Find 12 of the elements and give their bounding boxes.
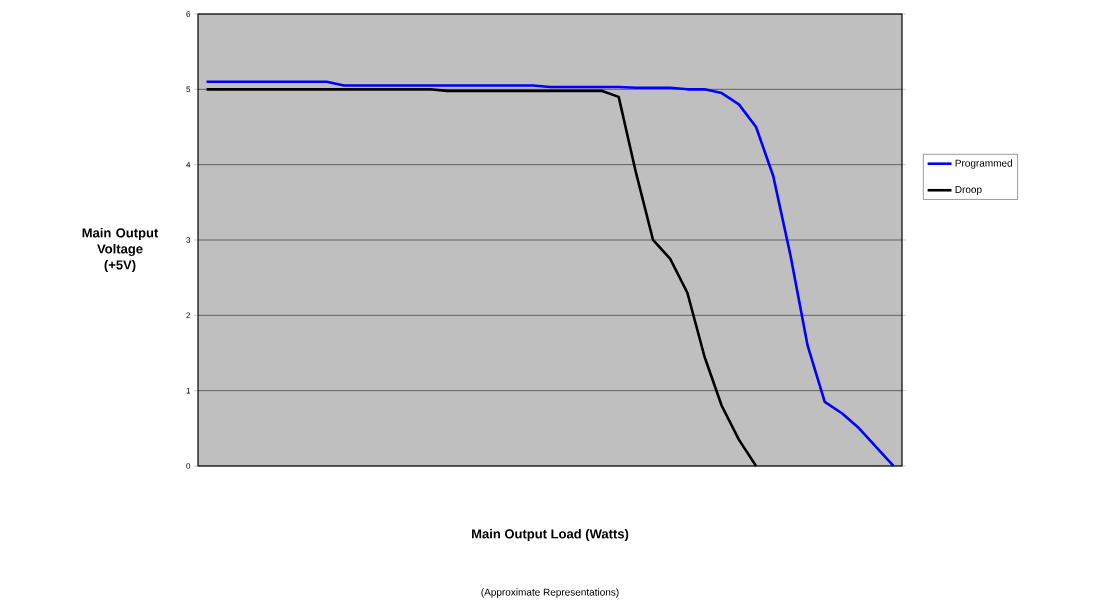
y-tick-label: 5 <box>186 86 191 93</box>
legend-label: Droop <box>955 186 982 196</box>
y-tick-label: 0 <box>186 463 191 469</box>
y-tick-label: 2 <box>186 312 191 319</box>
text: (Approximate Representations) <box>481 588 619 598</box>
y-tick-label: 6 <box>186 11 191 17</box>
x-axis-title: Main Output Load (Watts) <box>472 528 629 542</box>
y-tick-label: 1 <box>186 387 191 394</box>
y-axis-title: Main Output Voltage (+5V) <box>82 227 159 273</box>
legend-label: Programmed <box>955 159 1012 169</box>
y-tick-label: 3 <box>186 237 191 243</box>
y-tick-label: 4 <box>186 161 191 168</box>
